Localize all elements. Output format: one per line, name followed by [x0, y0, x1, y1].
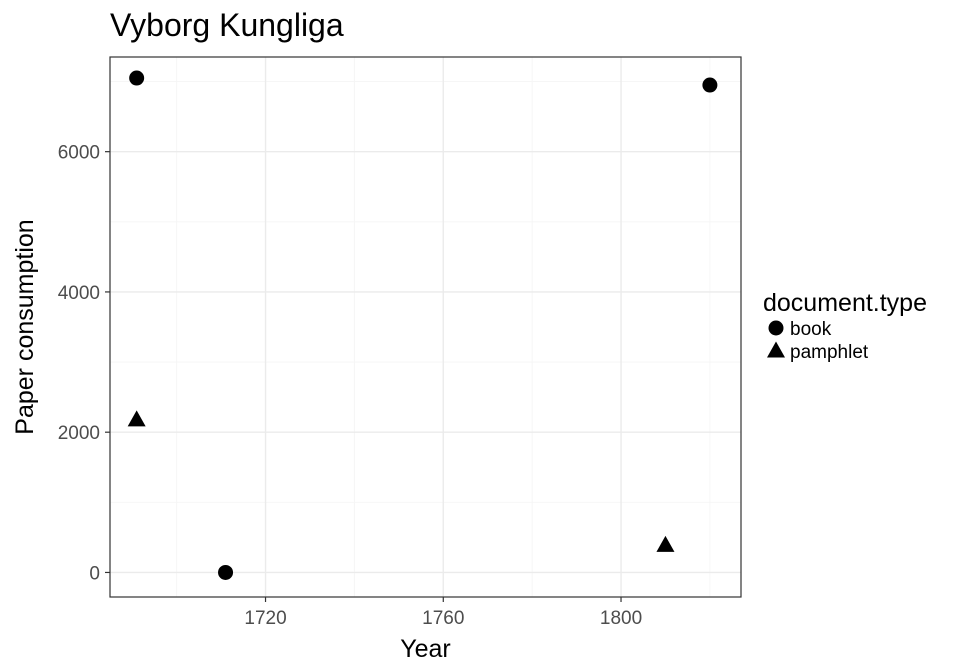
grid-lines	[110, 57, 741, 597]
data-point-book	[702, 77, 718, 93]
y-tick-label: 0	[89, 563, 100, 584]
legend-title: document.type	[763, 289, 927, 317]
y-tick-label: 2000	[58, 423, 100, 444]
y-tick-label: 4000	[58, 283, 100, 304]
x-axis-title: Year	[400, 635, 451, 663]
plot-panel-border	[109, 56, 742, 598]
data-points	[127, 70, 718, 580]
legend-triangle-symbol	[767, 341, 785, 358]
legend-circle-symbol	[768, 320, 784, 336]
data-point-pamphlet	[656, 535, 675, 552]
data-point-book	[218, 564, 234, 580]
data-point-pamphlet	[127, 410, 146, 427]
x-tick-label: 1760	[422, 608, 464, 629]
legend: document.type book pamphlet	[763, 289, 927, 363]
x-tick-label: 1720	[244, 608, 286, 629]
axis-ticks: 1720 1760 1800 0 2000 4000 6000	[58, 143, 642, 629]
legend-label-book: book	[790, 319, 832, 340]
y-axis-title: Paper consumption	[11, 219, 39, 434]
x-tick-label: 1800	[600, 608, 642, 629]
chart-title: Vyborg Kungliga	[110, 7, 344, 43]
legend-label-pamphlet: pamphlet	[790, 342, 869, 363]
data-point-book	[129, 70, 145, 86]
y-tick-label: 6000	[58, 143, 100, 164]
